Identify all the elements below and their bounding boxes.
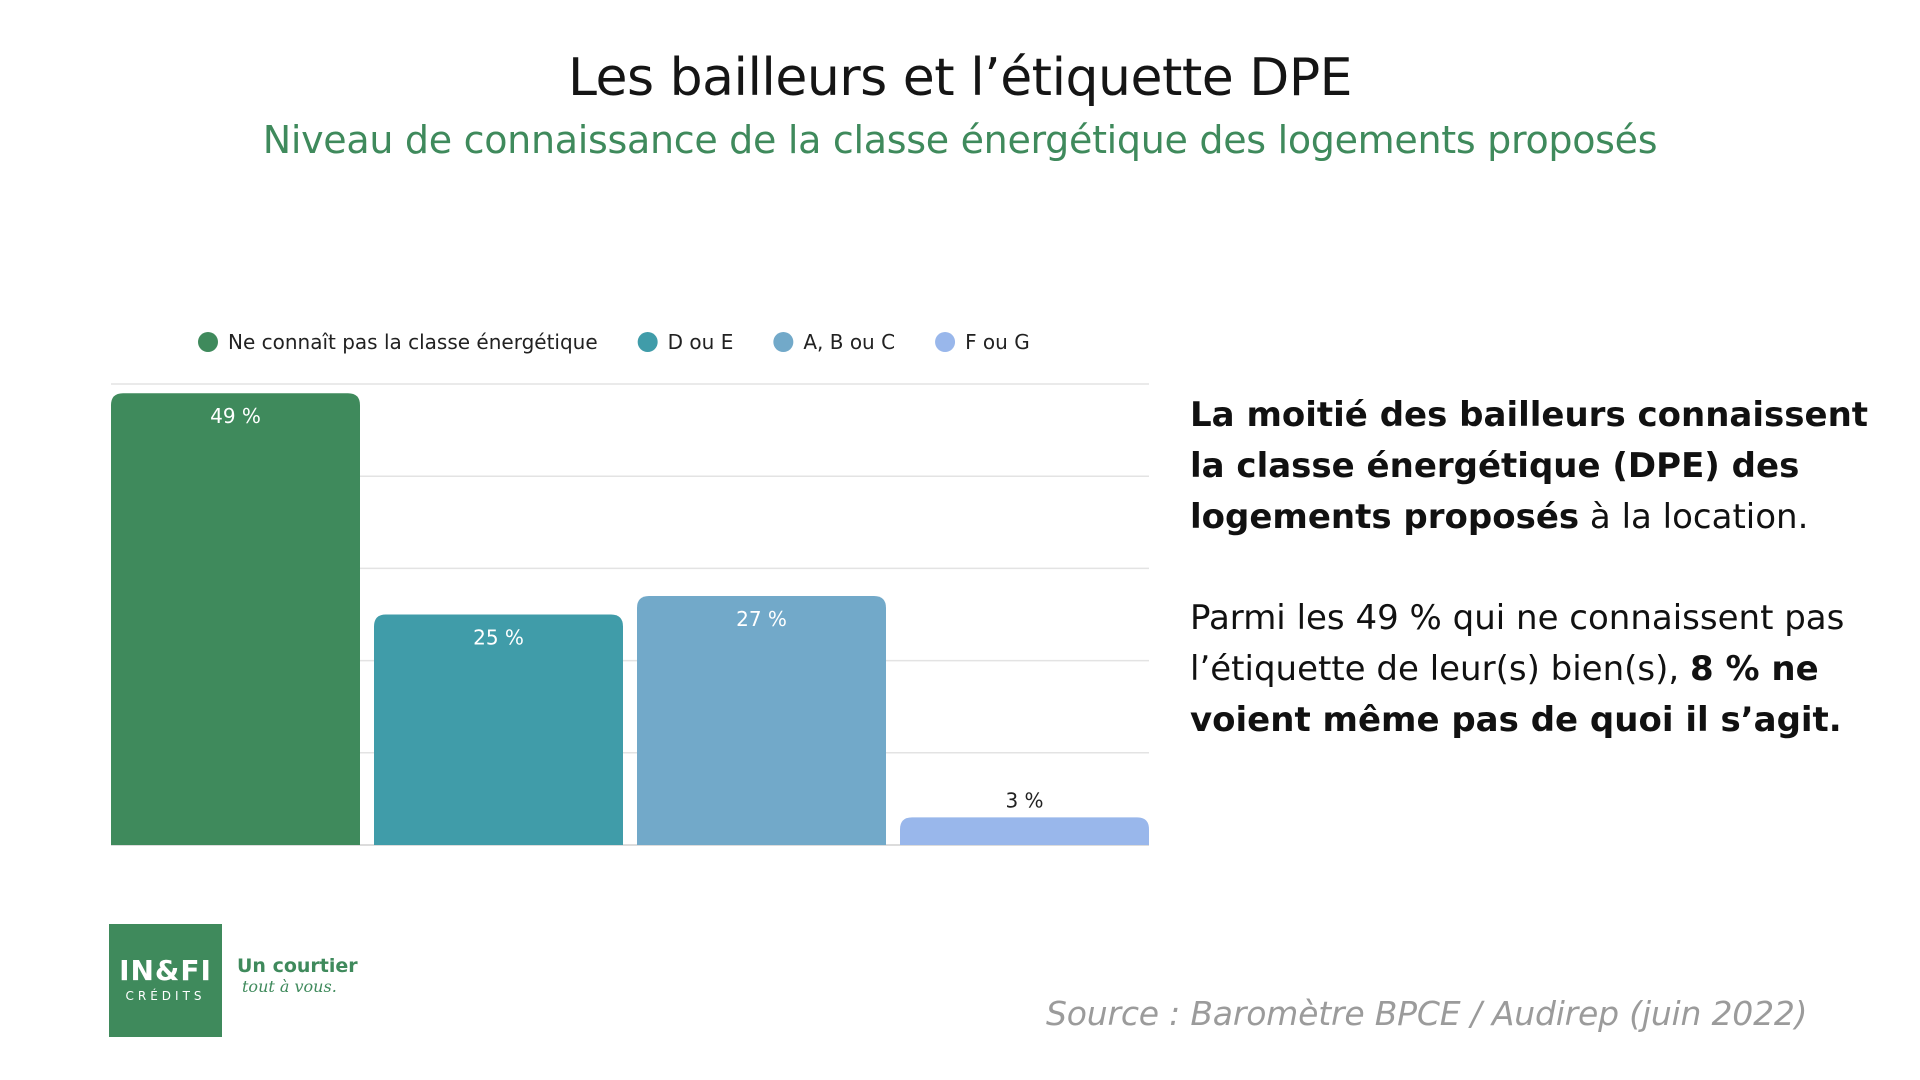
legend-label-1: D ou E	[668, 330, 734, 354]
bar-1	[374, 614, 623, 845]
tagline-script: tout à vous.	[242, 977, 337, 996]
bar-3	[900, 817, 1149, 845]
logo-tagline: Un courtier tout à vous.	[237, 955, 358, 997]
commentary-text-1: à la location.	[1579, 497, 1809, 537]
logo-subtitle: CRÉDITS	[125, 989, 206, 1003]
bar-0	[111, 393, 360, 845]
source-note: Source : Baromètre BPCE / Audirep (juin …	[1046, 994, 1808, 1033]
page-title: Les bailleurs et l’étiquette DPE	[567, 48, 1353, 108]
commentary: La moitié des bailleurs connaissent la c…	[1190, 390, 1870, 746]
bar-2	[637, 596, 886, 845]
data-label-2: 27 %	[736, 607, 787, 631]
data-label-1: 25 %	[473, 626, 524, 650]
infi-logo: IN&FI CRÉDITS	[109, 924, 222, 1037]
legend-label-3: F ou G	[965, 330, 1030, 354]
legend-swatch-1	[637, 332, 658, 352]
commentary-text-2: Parmi les 49 % qui ne connaissent pas l’…	[1190, 598, 1845, 689]
tagline-main: Un courtier	[237, 955, 358, 977]
legend-swatch-3	[935, 332, 956, 352]
legend-swatch-0	[198, 332, 218, 352]
commentary-paragraph-1: La moitié des bailleurs connaissent la c…	[1190, 390, 1870, 543]
data-label-0: 49 %	[210, 404, 261, 428]
logo-wordmark: IN&FI	[119, 954, 212, 987]
legend-swatch-2	[773, 332, 794, 352]
page-subtitle: Niveau de connaissance de la classe éner…	[262, 118, 1658, 162]
legend-label-2: A, B ou C	[803, 330, 895, 354]
data-label-3: 3 %	[1005, 788, 1043, 812]
commentary-highlight-2: 8 % ne voient même pas de quoi il s’agit…	[1190, 649, 1842, 740]
commentary-highlight-1: La moitié des bailleurs connaissent la c…	[1190, 395, 1869, 537]
commentary-paragraph-2: Parmi les 49 % qui ne connaissent pas l’…	[1190, 593, 1870, 746]
legend-label-0: Ne connaît pas la classe énergétique	[228, 330, 598, 354]
